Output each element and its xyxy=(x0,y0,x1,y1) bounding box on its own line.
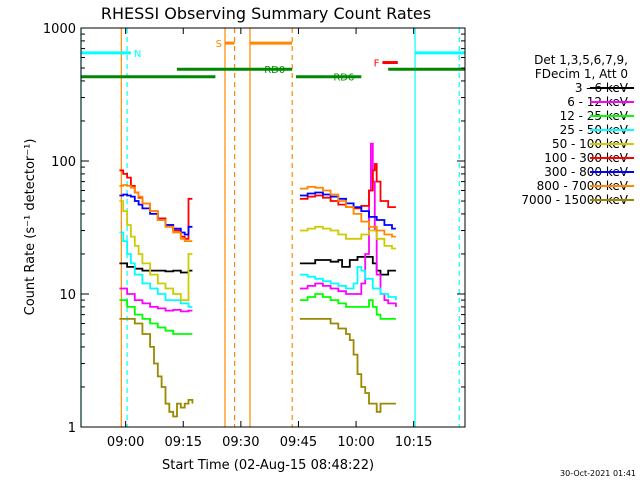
chart-title: RHESSI Observing Summary Count Rates xyxy=(101,4,431,23)
y-tick-label: 100 xyxy=(51,155,76,170)
x-tick-label: 09:30 xyxy=(222,435,259,450)
y-tick-label: 10 xyxy=(59,288,76,303)
series-line xyxy=(299,266,397,301)
series-line xyxy=(119,318,194,418)
state-bar-label: S xyxy=(216,39,222,50)
plot-frame xyxy=(80,27,466,428)
legend-label: 7000 - 15000 keV xyxy=(521,193,628,207)
series-line xyxy=(119,184,193,242)
state-bar-label: N xyxy=(134,49,141,60)
series-line xyxy=(299,185,396,238)
x-tick-label: 09:45 xyxy=(280,435,317,450)
series-line xyxy=(299,191,396,230)
x-tick-label: 09:15 xyxy=(165,435,202,450)
state-bar-label: RD6 xyxy=(333,73,354,84)
footer-date: 30-Oct-2021 01:41 xyxy=(560,469,636,478)
series-line xyxy=(299,163,396,210)
x-tick-label: 09:00 xyxy=(107,435,144,450)
x-tick-label: 10:15 xyxy=(395,435,432,450)
legend-label: 300 - 800 keV xyxy=(544,165,628,179)
legend-header-line-2: FDecim 1, Att 0 xyxy=(535,67,628,81)
state-bar-label: F xyxy=(374,59,380,70)
series-line xyxy=(299,142,397,307)
legend-label: 100 - 300 keV xyxy=(544,151,628,165)
state-bar-label: RD0 xyxy=(264,65,285,76)
legend-header-line-1: Det 1,3,5,6,7,9, xyxy=(534,53,628,67)
legend-label: 800 - 7000 keV xyxy=(537,179,629,193)
series-line xyxy=(119,231,193,308)
series-line xyxy=(299,318,396,413)
series-line xyxy=(119,262,193,274)
series-line xyxy=(299,293,396,320)
series-line xyxy=(299,225,396,250)
x-tick-label: 10:00 xyxy=(337,435,374,450)
series-line xyxy=(119,200,193,301)
y-tick-label: 1 xyxy=(68,421,76,436)
series-line xyxy=(119,299,193,335)
x-axis-label: Start Time (02-Aug-15 08:48:22) xyxy=(162,458,374,473)
y-axis-label: Count Rate (s⁻¹ detector⁻¹) xyxy=(23,139,38,316)
series-line xyxy=(299,255,396,276)
y-tick-label: 1000 xyxy=(43,22,76,37)
series-line xyxy=(119,287,193,313)
